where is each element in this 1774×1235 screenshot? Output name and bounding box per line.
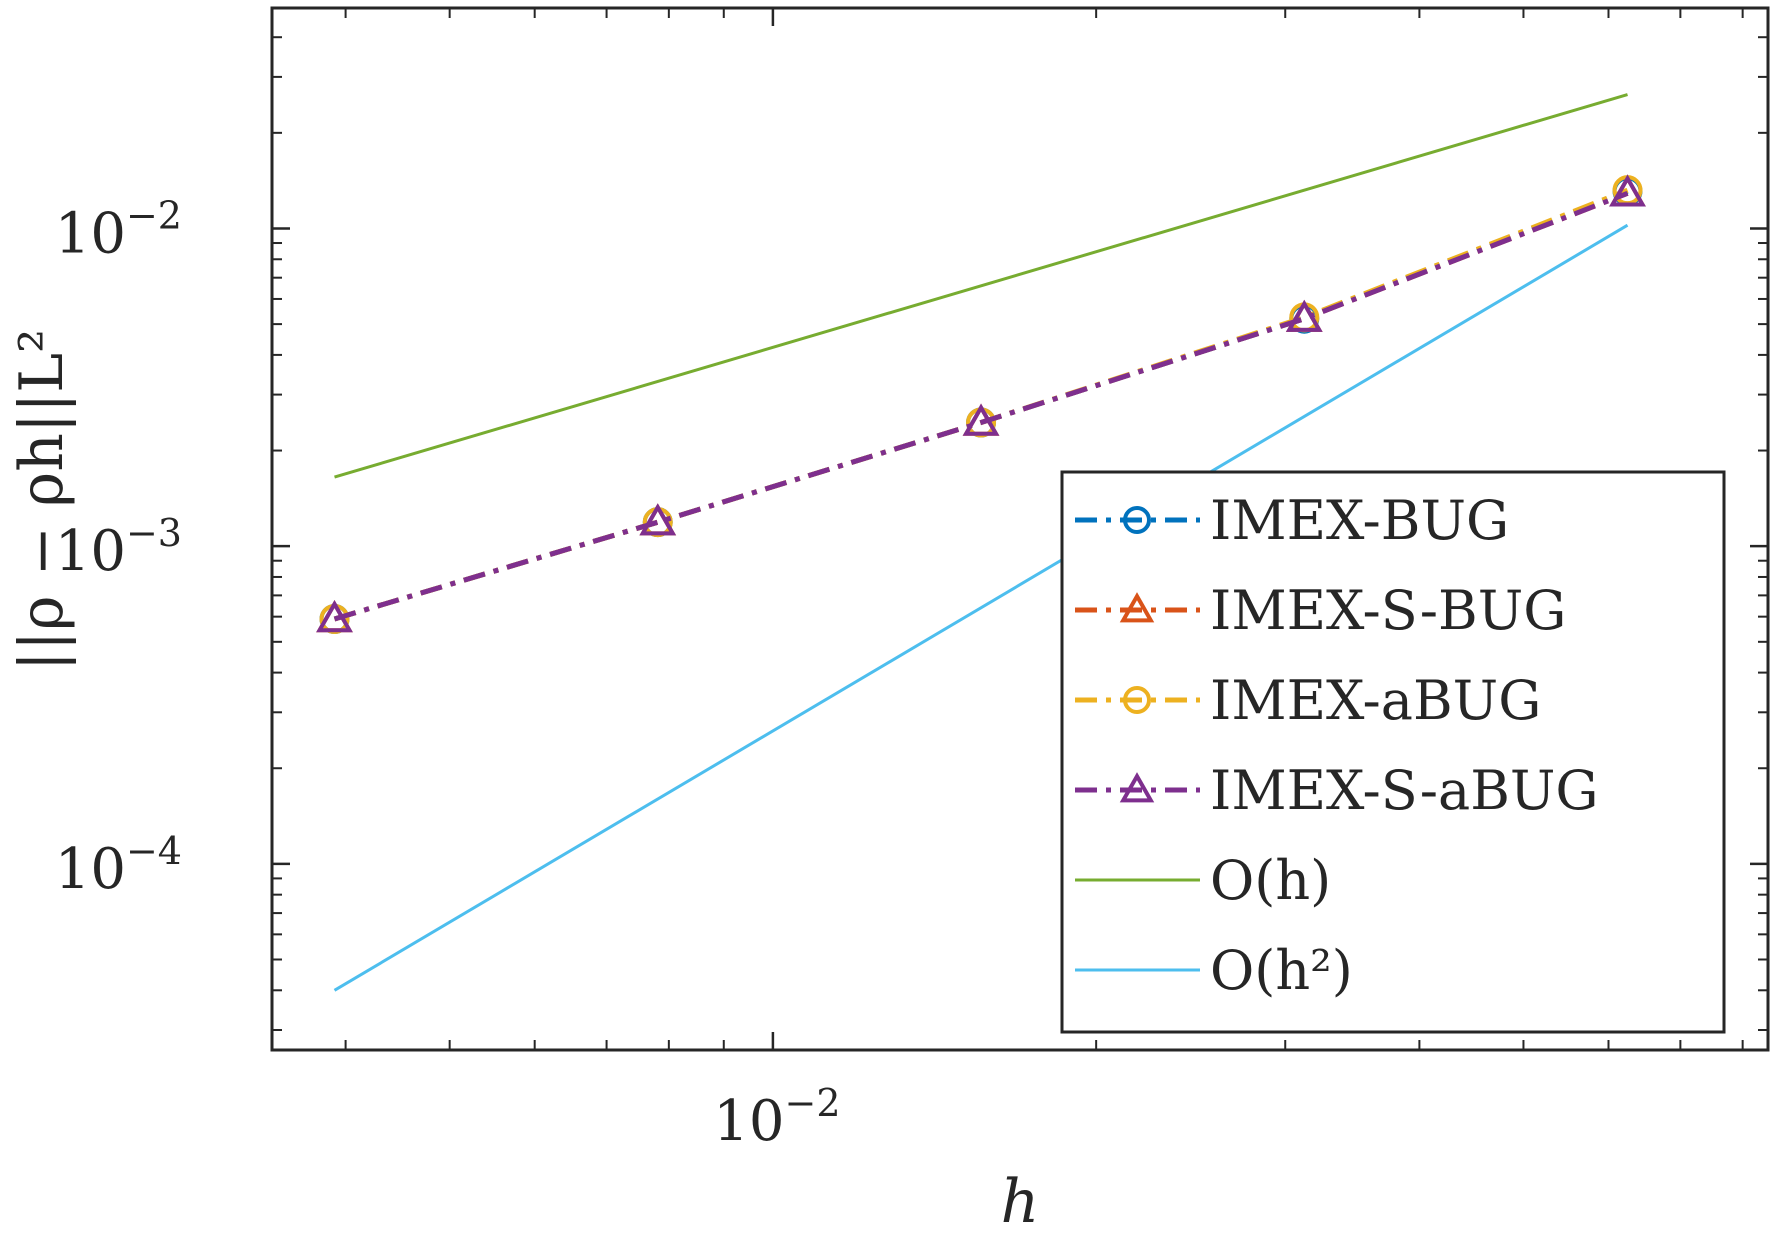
legend-items: IMEX-BUG IMEX-S-BUG IMEX-aBUG IMEX-S-aBUG O(… [1075,489,1599,1002]
major-ticks [272,8,1768,1050]
x-axis-label: h [1001,1167,1040,1235]
legend-label-imex-bug: IMEX-BUG [1210,489,1509,552]
data-point-imex-s-abug [962,403,1000,436]
series-line-o-h [334,93,1628,479]
x-tick-label: 10−2 [713,1081,840,1154]
legend-marker-imex-s-abug [1119,772,1155,803]
legend-label-imex-s-abug: IMEX-S-aBUG [1210,759,1599,822]
legend-label-imex-abug: IMEX-aBUG [1210,669,1541,732]
legend-box [1060,470,1726,1034]
y-axis-label: ||ρ − ρh||L² [7,329,77,671]
legend-label-o-h: O(h²) [1210,939,1353,1002]
plot-area-frame [270,6,1770,1052]
legend-label-o-h: O(h) [1210,849,1331,912]
series-line-o-h [333,223,1629,992]
legend-marker-imex-s-bug [1119,592,1155,623]
legend-label-imex-s-bug: IMEX-S-BUG [1210,579,1566,642]
data-point-imex-s-abug [1285,299,1323,332]
minor-ticks [272,8,1768,1050]
tick-labels: 10−2 10−4 10−3 10−2 [55,193,841,1154]
legend-marker-imex-bug [1123,506,1151,534]
data-point-imex-s-abug [1609,174,1646,207]
y-tick-label: 10−2 [55,193,182,266]
series-line-imex-s-abug [333,191,1629,622]
legend[interactable]: IMEX-BUG IMEX-S-BUG IMEX-aBUG IMEX-S-aBUG O(… [1060,470,1726,1034]
data-point-imex-s-abug [316,599,353,633]
data-point-imex-s-abug [639,503,677,536]
legend-marker-imex-abug [1123,686,1151,714]
series-layer [316,93,1646,992]
y-tick-label: 10−3 [55,511,182,584]
y-tick-label: 10−4 [55,829,182,902]
